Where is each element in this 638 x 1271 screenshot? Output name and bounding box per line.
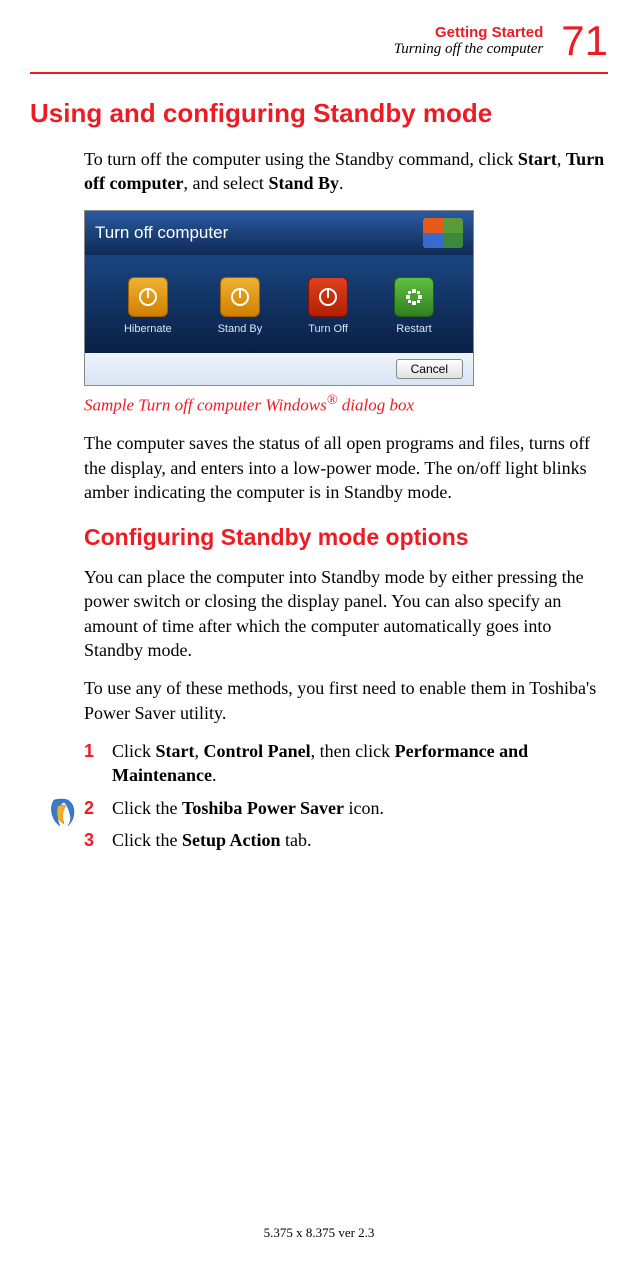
turnoff-option[interactable]: Turn Off [308, 277, 348, 335]
step-number: 1 [84, 739, 112, 788]
step-1: 1 Click Start, Control Panel, then click… [84, 739, 608, 788]
step-text: Click the Toshiba Power Saver icon. [112, 796, 384, 820]
page-number: 71 [561, 20, 608, 62]
step-text: Click Start, Control Panel, then click P… [112, 739, 608, 788]
header-rule [30, 72, 608, 74]
restart-icon [394, 277, 434, 317]
intro-text: To turn off the computer using the Stand… [84, 149, 518, 169]
dialog-title: Turn off computer [95, 223, 228, 243]
standby-description: The computer saves the status of all ope… [84, 431, 608, 504]
dialog-body: Hibernate Stand By Turn Off Restart [85, 255, 473, 353]
intro-bold-standby: Stand By [268, 173, 339, 193]
page-header: Getting Started Turning off the computer… [30, 20, 608, 62]
step-text: Click the Setup Action tab. [112, 828, 312, 852]
windows-flag-icon [423, 218, 463, 248]
subsection-heading: Configuring Standby mode options [84, 524, 608, 551]
hibernate-option[interactable]: Hibernate [124, 277, 172, 335]
header-chapter: Getting Started [394, 24, 544, 41]
step-3: 3 Click the Setup Action tab. [84, 828, 608, 852]
step-number: 2 [84, 796, 112, 820]
step-2: 2 Click the Toshiba Power Saver icon. [84, 796, 608, 820]
turnoff-label: Turn Off [308, 323, 348, 335]
header-section: Turning off the computer [394, 41, 544, 58]
intro-paragraph: To turn off the computer using the Stand… [84, 147, 608, 196]
restart-label: Restart [396, 323, 431, 335]
restart-option[interactable]: Restart [394, 277, 434, 335]
turnoff-icon [308, 277, 348, 317]
hibernate-label: Hibernate [124, 323, 172, 335]
turn-off-dialog-figure: Turn off computer Hibernate Stand By [84, 210, 474, 386]
section-heading: Using and configuring Standby mode [30, 98, 608, 129]
standby-icon [220, 277, 260, 317]
standby-label: Stand By [218, 323, 263, 335]
power-saver-margin-icon [44, 796, 80, 832]
config-para-2: To use any of these methods, you first n… [84, 676, 608, 725]
standby-option[interactable]: Stand By [218, 277, 263, 335]
hibernate-icon [128, 277, 168, 317]
cancel-button[interactable]: Cancel [396, 359, 463, 379]
page-footer: 5.375 x 8.375 ver 2.3 [0, 1225, 638, 1241]
config-para-1: You can place the computer into Standby … [84, 565, 608, 662]
figure-caption: Sample Turn off computer Windows® dialog… [84, 392, 608, 416]
step-number: 3 [84, 828, 112, 852]
intro-bold-start: Start [518, 149, 557, 169]
dialog-title-bar: Turn off computer [85, 211, 473, 255]
dialog-footer: Cancel [85, 353, 473, 385]
